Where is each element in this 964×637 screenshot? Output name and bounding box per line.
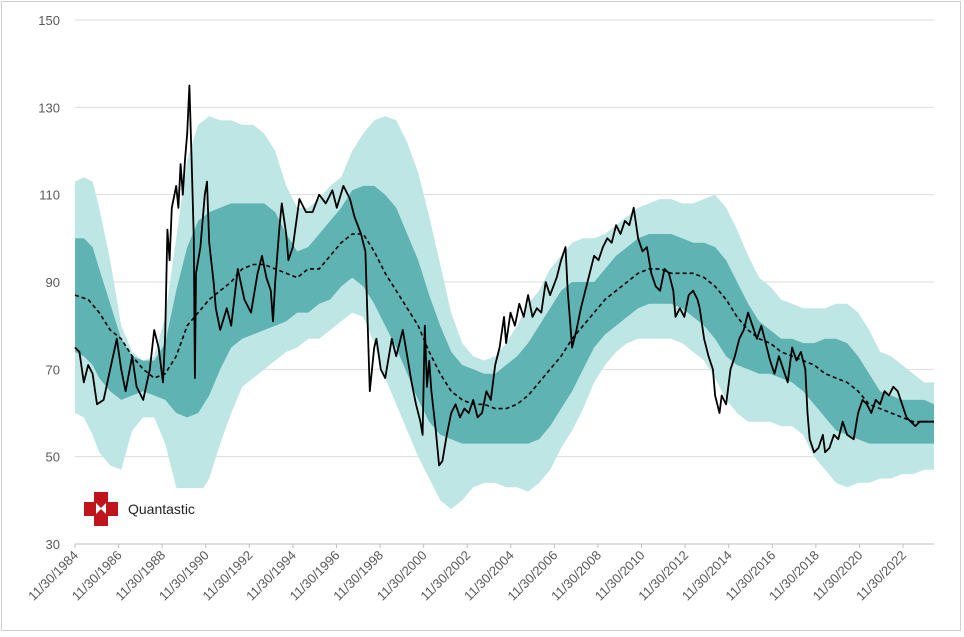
y-tick-label: 50 (46, 450, 60, 465)
inner-band (75, 185, 934, 444)
y-tick-label: 90 (46, 275, 60, 290)
y-tick-label: 30 (46, 537, 60, 552)
actual-line (74, 84, 934, 467)
trend-line (74, 233, 934, 423)
outer-band (75, 116, 934, 510)
y-tick-label: 70 (46, 362, 60, 377)
y-tick-label: 150 (38, 13, 60, 28)
logo-icon (84, 492, 118, 526)
quantastic-logo: Quantastic (82, 488, 210, 528)
confidence-bands (75, 116, 934, 510)
x-axis-ticks: 11/30/198411/30/198611/30/198811/30/1990… (25, 544, 909, 603)
y-tick-label: 110 (39, 188, 60, 203)
y-tick-label: 130 (38, 100, 60, 115)
series-lines (74, 84, 934, 467)
logo-text: Quantastic (128, 501, 195, 517)
y-axis-ticks: 30 50 70 90 110 130 150 (38, 13, 934, 552)
